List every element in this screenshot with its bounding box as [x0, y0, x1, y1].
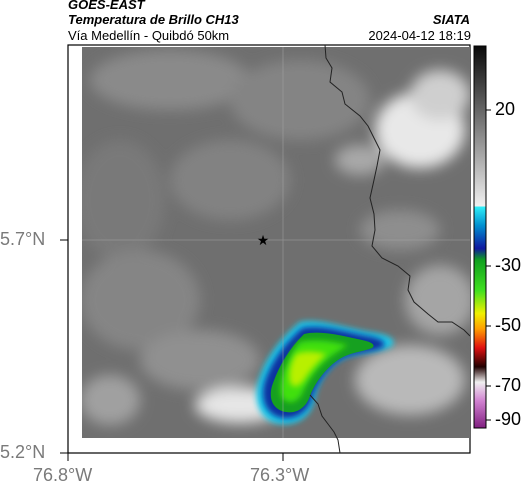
boundary-line — [324, 44, 471, 337]
lon-label-76-3: 76.3°W — [250, 465, 310, 485]
colorbar-label-minus90: -90 — [495, 409, 522, 429]
brand-label: SIATA — [432, 12, 470, 27]
colorbar-label-20: 20 — [495, 99, 516, 119]
colorbar-ticks — [486, 109, 491, 421]
lat-label-5-2: 5.2°N — [0, 442, 46, 462]
boundary-line-south — [309, 394, 341, 454]
product-title: Temperatura de Brillo CH13 — [68, 12, 239, 27]
colorbar-label-minus30: -30 — [495, 255, 522, 275]
region-subtitle: Vía Medellín - Quibdó 50km — [68, 28, 230, 43]
datetime-label: 2024-04-12 18:19 — [368, 28, 471, 43]
star-marker: ★ — [257, 232, 270, 248]
colorbar-label-minus70: -70 — [495, 375, 522, 395]
colorbar — [473, 45, 487, 429]
satellite-title: GOES-EAST — [68, 0, 145, 12]
convective-cloud — [256, 321, 394, 425]
axis-ticks — [60, 239, 284, 461]
lat-label-5-7: 5.7°N — [0, 229, 46, 249]
graticule — [82, 47, 470, 438]
lon-label-76-8: 76.8°W — [33, 465, 93, 485]
colorbar-label-minus50: -50 — [495, 315, 522, 335]
satellite-image — [82, 47, 470, 438]
